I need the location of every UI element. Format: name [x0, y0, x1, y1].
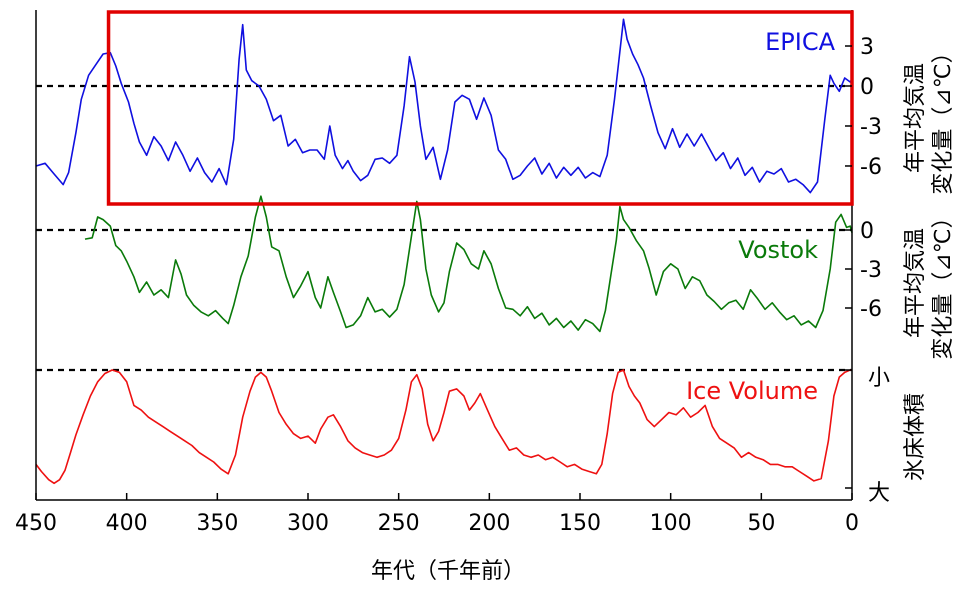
x-tick-label: 100 — [650, 511, 692, 536]
y-tick-label-epica: -6 — [860, 155, 882, 180]
series-lines — [35, 18, 853, 485]
x-tick-label: 450 — [15, 511, 57, 536]
y-tick-label-vostok: -6 — [860, 297, 882, 322]
y-tick-label-vostok: -3 — [860, 258, 882, 283]
y-tick-label-vostok: 0 — [860, 219, 874, 244]
y-tick-label-epica: 3 — [860, 35, 874, 60]
series-line-vostok — [84, 195, 853, 333]
axes-frame — [35, 10, 853, 501]
epica-ylabel-line2: 変化量（⊿℃） — [931, 41, 956, 194]
highlight-box — [106, 10, 854, 206]
series-line-ice-volume — [35, 369, 852, 485]
series-label-vostok: Vostok — [738, 236, 818, 264]
y-ticks-vostok: 0 -3 -6 — [845, 219, 882, 489]
x-tick-label: 0 — [845, 511, 859, 536]
x-tick-label: 50 — [747, 511, 775, 536]
epica-ylabel-line1: 年平均気温 — [903, 63, 928, 173]
ice-volume-small-label: 小 — [868, 366, 890, 391]
x-tick-label: 350 — [196, 511, 238, 536]
x-tick-label: 200 — [468, 511, 510, 536]
series-line-epica — [35, 18, 853, 194]
reference-lines — [36, 84, 852, 372]
vostok-ylabel-line2: 変化量（⊿℃） — [931, 206, 956, 359]
y-ticks-epica: 3 0 -3 -6 — [845, 35, 882, 180]
vostok-ylabel-line1: 年平均気温 — [903, 228, 928, 338]
series-label-ice-volume: Ice Volume — [686, 377, 818, 405]
x-tick-label: 400 — [106, 511, 148, 536]
y-tick-label-epica: 0 — [860, 75, 874, 100]
ice-volume-ylabel: 氷床体積 — [903, 393, 928, 481]
x-tick-label: 300 — [287, 511, 329, 536]
x-tick-label: 250 — [378, 511, 420, 536]
y-tick-label-epica: -3 — [860, 115, 882, 140]
x-axis-title: 年代（千年前） — [371, 559, 525, 584]
ice-volume-large-label: 大 — [868, 481, 890, 506]
x-tick-label: 150 — [559, 511, 601, 536]
series-label-epica: EPICA — [765, 28, 835, 56]
x-ticks: 450 400 350 300 250 200 150 100 50 0 — [15, 493, 859, 536]
